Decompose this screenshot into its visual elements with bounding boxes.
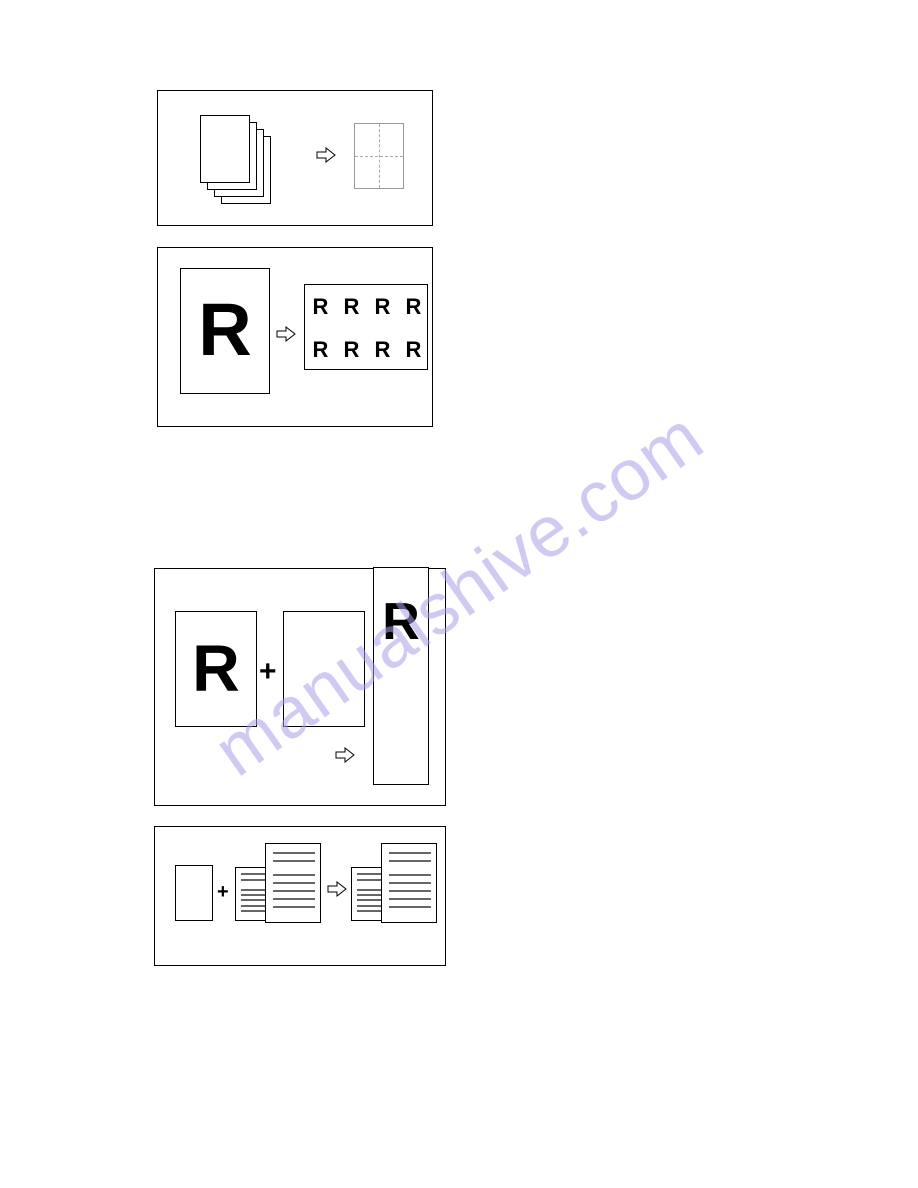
text-line [273, 906, 316, 908]
text-line [389, 874, 432, 876]
text-line [389, 852, 432, 854]
text-line [273, 852, 316, 854]
letter-r-small: R [406, 294, 422, 320]
blank-page [175, 865, 213, 921]
grid-page [354, 123, 404, 189]
page-a: R [175, 611, 257, 727]
letter-r-small: R [313, 337, 329, 363]
arrow-right-icon [316, 147, 336, 163]
arrow-right-icon [276, 326, 296, 342]
letter-r: R [198, 287, 251, 372]
text-line [273, 874, 316, 876]
letter-r-small: R [375, 337, 391, 363]
page-result: R [373, 567, 429, 785]
letter-r-small: R [344, 337, 360, 363]
letter-r-small: R [313, 294, 329, 320]
text-line [273, 882, 316, 884]
diagram-overlay: R + R [154, 568, 446, 806]
letter-r: R [382, 592, 420, 652]
text-line [273, 890, 316, 892]
letter-r-small: R [375, 294, 391, 320]
text-line [273, 898, 316, 900]
source-page: R [180, 268, 270, 394]
doc-b-large [381, 843, 437, 923]
text-line [389, 906, 432, 908]
plus-icon: + [217, 881, 229, 904]
diagram-nup [157, 90, 433, 226]
stacked-page [200, 115, 250, 183]
letter-r-small: R [344, 294, 360, 320]
text-line [389, 890, 432, 892]
letter-r-small: R [406, 337, 422, 363]
page-b-blank [283, 611, 365, 727]
letter-r: R [192, 629, 240, 705]
text-line [389, 882, 432, 884]
text-line [389, 860, 432, 862]
repeat-grid: RRRRRRRR [304, 284, 428, 370]
diagram-repeat: R RRRRRRRR [157, 247, 433, 427]
diagram-apply-template: + [154, 826, 446, 966]
arrow-right-icon [327, 881, 347, 897]
doc-a-large [265, 843, 321, 923]
text-line [389, 898, 432, 900]
text-line [273, 860, 316, 862]
page-canvas: manualshive.com R RRRRRRRR R + R [0, 0, 918, 1188]
arrow-right-icon [335, 747, 355, 763]
plus-icon: + [259, 655, 277, 689]
